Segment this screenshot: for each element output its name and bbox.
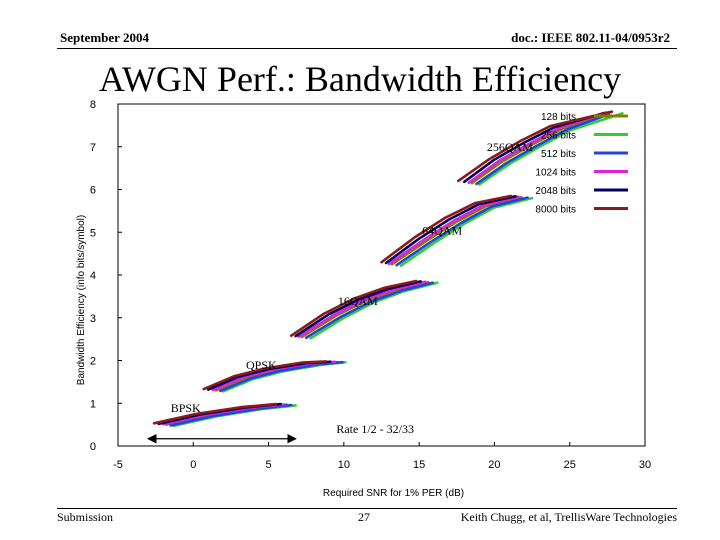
footer-submission: Submission	[57, 510, 114, 524]
x-tick-label: 20	[488, 459, 500, 471]
y-tick-label: 0	[90, 441, 96, 453]
series-line	[399, 196, 534, 267]
header-rule	[57, 48, 677, 49]
x-tick-label: 30	[639, 459, 651, 471]
y-axis-label: Bandwidth Efficiency (info bits/symbol)	[76, 215, 87, 385]
y-tick-label: 3	[90, 313, 96, 325]
x-tick-label: 15	[413, 459, 425, 471]
legend-label: 512 bits	[541, 149, 576, 160]
series-line	[304, 281, 435, 340]
series-line	[390, 195, 523, 266]
series-line	[395, 196, 529, 267]
x-tick-label: 10	[338, 459, 350, 471]
series-line	[152, 402, 278, 425]
series-line	[470, 114, 602, 185]
x-axis-label: Required SNR for 1% PER (dB)	[323, 488, 464, 499]
x-tick-label: 5	[266, 459, 272, 471]
legend-label: 8000 bits	[535, 205, 576, 216]
header-date: September 2004	[60, 30, 149, 45]
series-line	[387, 195, 520, 266]
header-doc-number: doc.: IEEE 802.11-04/0953r2	[511, 30, 670, 45]
series-line	[297, 280, 427, 338]
y-tick-label: 2	[90, 356, 96, 368]
y-tick-label: 5	[90, 227, 96, 239]
series-line	[380, 194, 513, 264]
legend-label: 128 bits	[541, 112, 576, 123]
annotation-label: Rate 1/2 - 32/33	[336, 422, 414, 436]
series-line	[294, 280, 422, 338]
footer-author: Keith Chugg, et al, TrellisWare Technolo…	[460, 510, 677, 524]
footer-rule	[57, 508, 677, 509]
series-line	[467, 112, 605, 184]
legend-label: 1024 bits	[535, 168, 576, 179]
legend-label: 256 bits	[541, 131, 576, 142]
footer-page-number: 27	[358, 510, 370, 524]
y-tick-label: 6	[90, 185, 96, 197]
series-line	[478, 112, 624, 186]
y-tick-label: 8	[90, 99, 96, 111]
annotation-label: 16QAM	[338, 294, 378, 308]
series-line	[384, 195, 517, 265]
x-tick-label: 0	[190, 459, 196, 471]
page-title: AWGN Perf.: Bandwidth Efficiency	[98, 59, 622, 99]
annotation-label: BPSK	[171, 401, 201, 415]
series-line	[475, 113, 611, 186]
y-tick-label: 1	[90, 398, 96, 410]
y-tick-label: 7	[90, 142, 96, 154]
annotation-label: 64QAM	[422, 223, 462, 237]
series-line	[289, 279, 418, 338]
annotation-label: QPSK	[246, 358, 277, 372]
series-line	[456, 110, 614, 183]
x-tick-label: 25	[564, 459, 576, 471]
x-tick-label: -5	[113, 459, 123, 471]
annotation-label: 256QAM	[487, 140, 533, 154]
series-line	[202, 360, 328, 391]
series-line	[169, 403, 293, 427]
y-tick-label: 4	[90, 270, 96, 282]
legend-label: 2048 bits	[535, 186, 576, 197]
